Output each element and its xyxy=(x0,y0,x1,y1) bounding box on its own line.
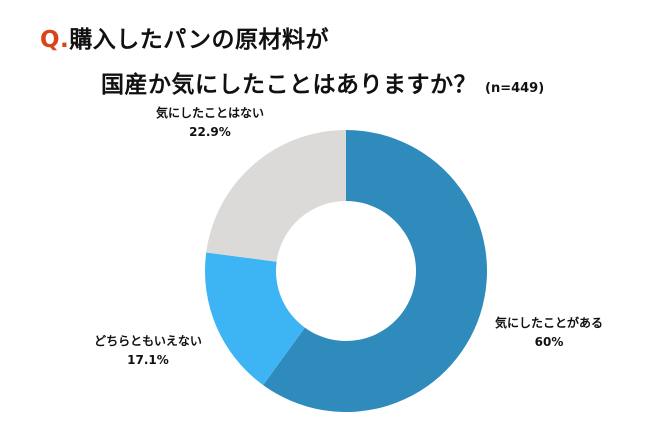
slice-not-aware-value-label: 22.9% xyxy=(189,125,231,139)
slice-labels: 気にしたことがある 60% どちらともいえない 17.1% 気にしたことはない 22.9% xyxy=(94,105,603,367)
slice-not-aware-label: 気にしたことはない xyxy=(156,105,264,120)
slice-not-aware xyxy=(206,130,346,262)
title-text-line-1: 購入したパンの原材料が xyxy=(69,27,329,53)
chart-title-line-1: Q.購入したパンの原材料が xyxy=(40,20,329,54)
question-mark-label: Q. xyxy=(40,27,70,53)
sample-size-note: (n=449) xyxy=(485,81,545,96)
chart-title-line-2: 国産か気にしたことはありますか？ (n=449) xyxy=(101,65,544,99)
slice-neutral-label: どちらともいえない xyxy=(94,334,202,348)
donut-slices xyxy=(204,130,487,412)
slice-neutral xyxy=(204,252,305,386)
title-text-line-2: 国産か気にしたことはありますか？ xyxy=(101,72,477,98)
slice-aware-label: 気にしたことがある xyxy=(495,315,603,330)
slice-aware-value-label: 60% xyxy=(535,335,564,349)
slice-aware xyxy=(263,130,487,412)
slice-neutral-value-label: 17.1% xyxy=(127,353,169,367)
